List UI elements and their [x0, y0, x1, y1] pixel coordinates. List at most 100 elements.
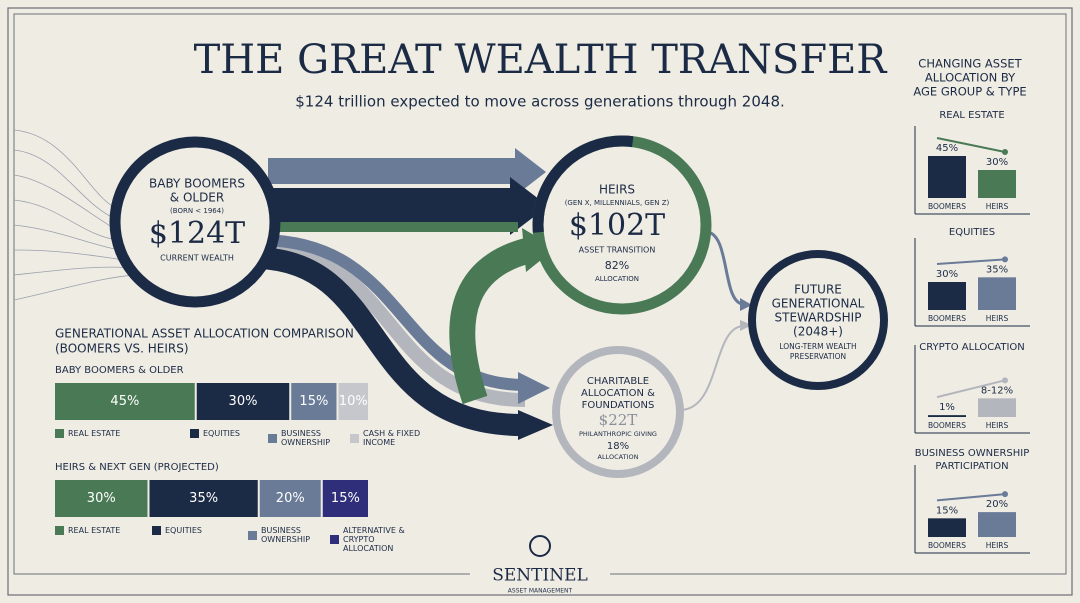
node-title: (2048+) [793, 325, 843, 339]
chart-title: BUSINESS OWNERSHIP [915, 448, 1030, 459]
node-circle [552, 346, 684, 478]
legend-swatch [190, 429, 199, 438]
node-caption: CURRENT WEALTH [160, 254, 234, 263]
panel-title: AGE GROUP & TYPE [913, 85, 1026, 99]
flow-band [268, 148, 546, 196]
value-label: 30% [229, 394, 258, 409]
x-tick-label: BOOMERS [928, 314, 966, 323]
bar-segment [149, 480, 258, 517]
trend-arrow [936, 493, 1006, 502]
trend-arrow-head [1002, 256, 1008, 263]
bar-segment [55, 383, 195, 420]
node-title: ALLOCATION & [581, 388, 655, 399]
legend-label: REAL ESTATE [68, 526, 121, 535]
node-title: FOUNDATIONS [582, 400, 655, 411]
subtitle: $124 trillion expected to move across ge… [295, 93, 785, 111]
legend-item: CASH & FIXED INCOME [350, 429, 435, 447]
node-note: (GEN X, MILLENNIALS, GEN Z) [565, 199, 670, 207]
node-amount: $102T [569, 208, 665, 243]
node-caption: ALLOCATION [595, 275, 639, 283]
x-tick-label: HEIRS [986, 314, 1009, 323]
node-circle [109, 136, 281, 308]
bar [928, 415, 966, 417]
node-title: BABY BOOMERS [149, 177, 245, 191]
node-title: & OLDER [170, 191, 224, 205]
flow-band [268, 222, 518, 232]
trend-arrow [936, 137, 1006, 153]
legend-item: ALTERNATIVE & CRYPTO ALLOCATION [330, 526, 415, 553]
bar [978, 398, 1016, 417]
legend-label: REAL ESTATE [68, 429, 121, 438]
chart-title: REAL ESTATE [939, 110, 1004, 121]
chart-title: (BOOMERS VS. HEIRS) [55, 342, 189, 356]
legend-item: BUSINESS OWNERSHIP [268, 429, 353, 447]
value-label: 30% [936, 269, 958, 280]
brand-name: SENTINEL [492, 566, 588, 586]
bar-segment [338, 383, 368, 420]
panel-title: ALLOCATION BY [925, 71, 1016, 85]
value-label: 15% [936, 505, 958, 516]
trend-arrow-head [1002, 491, 1008, 498]
value-label: 15% [299, 394, 328, 409]
trend-arrow-head [1002, 149, 1008, 155]
brand-logo [529, 535, 551, 557]
legend-swatch [55, 526, 64, 535]
value-label: 20% [986, 499, 1008, 510]
node-title: CHARITABLE [587, 376, 649, 387]
legend-item: EQUITIES [190, 429, 275, 438]
bar [978, 170, 1016, 198]
bar-segment [55, 480, 148, 517]
node-share: 18% [607, 441, 629, 452]
value-label: 15% [331, 491, 360, 506]
value-label: 45% [110, 394, 139, 409]
frame-gap [470, 566, 610, 582]
node-title: HEIRS [599, 183, 635, 197]
arrow-head [518, 410, 553, 440]
flow-line [705, 230, 743, 306]
chart-title: CRYPTO ALLOCATION [919, 342, 1025, 353]
legend-item: BUSINESS OWNERSHIP [248, 526, 333, 544]
legend-item: REAL ESTATE [55, 526, 140, 535]
value-label: 35% [189, 491, 218, 506]
decor-lines [13, 129, 141, 301]
x-tick-label: HEIRS [986, 541, 1009, 550]
node-caption: PHILANTHROPIC GIVING [579, 430, 657, 438]
node-title: FUTURE [794, 283, 842, 297]
x-tick-label: HEIRS [986, 202, 1009, 211]
legend-label: BUSINESS OWNERSHIP [281, 429, 331, 447]
value-label: 30% [87, 491, 116, 506]
node-share: 82% [605, 259, 629, 272]
x-tick-label: HEIRS [986, 421, 1009, 430]
legend-label: EQUITIES [165, 526, 202, 535]
trend-arrow-head [1002, 377, 1008, 384]
x-tick-label: BOOMERS [928, 421, 966, 430]
node-amount: $124T [149, 216, 245, 251]
value-label: 20% [276, 491, 305, 506]
trend-arrow [936, 258, 1006, 265]
value-label: 8-12% [981, 385, 1013, 396]
bar [928, 282, 966, 310]
bar-segment [259, 480, 321, 517]
value-label: 35% [986, 264, 1008, 275]
legend-label: BUSINESS OWNERSHIP [261, 526, 311, 544]
panel-title: CHANGING ASSET [918, 57, 1022, 71]
value-label: 10% [339, 394, 368, 409]
chart-title: EQUITIES [949, 227, 995, 238]
arrow-head [518, 372, 550, 404]
chart-title: GENERATIONAL ASSET ALLOCATION COMPARISON [55, 327, 354, 341]
flow-band [268, 177, 548, 235]
legend-swatch [55, 429, 64, 438]
trend-arrow [936, 379, 1006, 399]
arrow-head [740, 298, 752, 311]
legend-swatch [350, 433, 359, 443]
legend-label: ALTERNATIVE & CRYPTO ALLOCATION [343, 526, 405, 553]
chart-title: PARTICIPATION [935, 461, 1008, 472]
legend-swatch [152, 526, 161, 535]
flow-line [679, 325, 743, 411]
bar-segment [196, 383, 290, 420]
x-tick-label: BOOMERS [928, 202, 966, 211]
legend-swatch [330, 535, 339, 544]
node-circle [748, 250, 888, 390]
value-label: 45% [936, 143, 958, 154]
